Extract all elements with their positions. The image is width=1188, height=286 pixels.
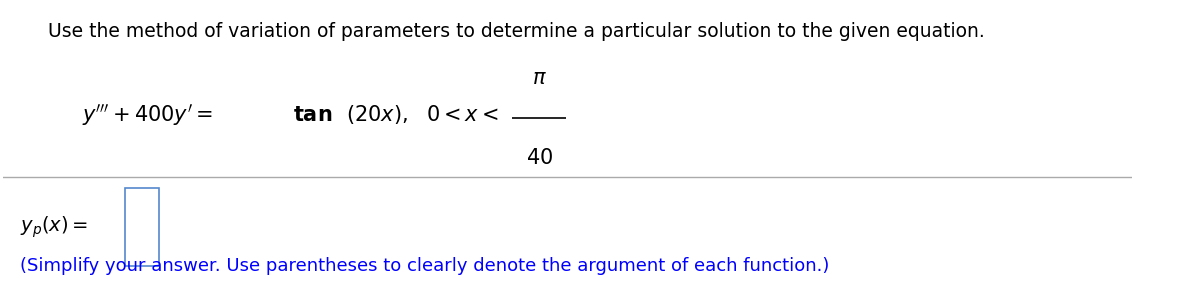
Text: $40$: $40$ xyxy=(526,148,552,168)
Text: $y''' + 400y' =$: $y''' + 400y' =$ xyxy=(82,102,213,128)
Text: $\mathbf{tan}$: $\mathbf{tan}$ xyxy=(293,105,333,125)
Text: $0 < x <$: $0 < x <$ xyxy=(426,105,499,125)
Text: (Simplify your answer. Use parentheses to clearly denote the argument of each fu: (Simplify your answer. Use parentheses t… xyxy=(20,257,829,275)
Text: $(20x),$: $(20x),$ xyxy=(346,104,407,126)
FancyBboxPatch shape xyxy=(125,188,159,266)
Text: Use the method of variation of parameters to determine a particular solution to : Use the method of variation of parameter… xyxy=(48,22,985,41)
Text: $\pi$: $\pi$ xyxy=(532,69,546,88)
Text: $y_p(x) =$: $y_p(x) =$ xyxy=(20,214,88,240)
